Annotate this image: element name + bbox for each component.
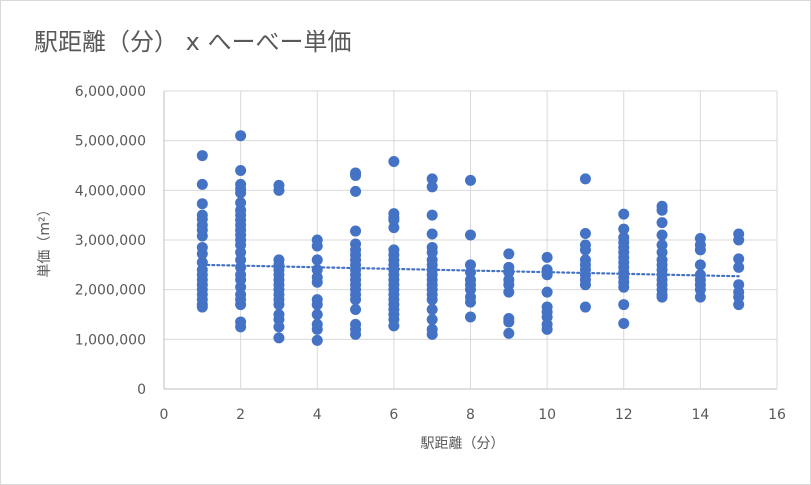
data-point <box>235 321 247 333</box>
data-point <box>311 276 323 288</box>
data-point <box>311 299 323 311</box>
data-point <box>235 164 247 176</box>
data-point <box>426 304 438 316</box>
data-point <box>541 251 553 263</box>
data-point <box>426 228 438 240</box>
data-point <box>541 323 553 335</box>
data-point <box>273 299 285 311</box>
data-point <box>350 185 362 197</box>
x-tick-label: 12 <box>615 407 633 423</box>
data-point <box>618 281 630 293</box>
data-point <box>426 294 438 306</box>
data-point <box>388 320 400 332</box>
data-point <box>579 279 591 291</box>
data-point <box>503 286 515 298</box>
data-point <box>694 244 706 256</box>
data-point <box>465 296 476 308</box>
data-point <box>273 321 285 333</box>
data-point <box>579 173 591 185</box>
data-point <box>426 313 438 325</box>
x-tick-label: 10 <box>538 407 556 423</box>
data-point <box>235 130 247 142</box>
data-point <box>311 254 323 266</box>
x-tick-label: 14 <box>691 407 709 423</box>
data-point <box>311 240 323 252</box>
data-point <box>503 248 515 260</box>
data-point <box>196 198 208 210</box>
data-point <box>656 204 668 216</box>
data-point <box>503 316 515 328</box>
trendline-line <box>201 263 740 278</box>
data-point <box>618 208 630 220</box>
data-points <box>196 130 745 346</box>
data-point <box>656 229 668 241</box>
data-point <box>694 259 706 271</box>
y-tick-label: 6,000,000 <box>75 84 146 100</box>
data-point <box>656 217 668 229</box>
data-point <box>733 299 745 311</box>
data-point <box>465 311 476 323</box>
data-point <box>618 299 630 311</box>
data-point <box>733 234 745 246</box>
data-point <box>350 328 362 340</box>
data-point <box>196 178 208 190</box>
chart-title: 駅距離（分） x へーべー単価 <box>34 28 352 56</box>
data-point <box>465 174 476 186</box>
data-point <box>273 332 285 344</box>
data-point <box>311 323 323 335</box>
data-point <box>733 261 745 273</box>
data-point <box>503 327 515 339</box>
data-point <box>196 248 208 260</box>
data-point <box>579 228 591 240</box>
data-point <box>426 328 438 340</box>
x-tick-label: 4 <box>313 407 322 423</box>
y-tick-label: 3,000,000 <box>75 233 146 249</box>
data-point <box>388 222 400 234</box>
x-tick-label: 16 <box>768 407 786 423</box>
data-point <box>465 229 476 241</box>
data-point <box>388 156 400 168</box>
data-point <box>196 230 208 242</box>
y-tick-label: 5,000,000 <box>75 134 146 150</box>
data-point <box>618 223 630 235</box>
data-point <box>311 334 323 346</box>
x-tick-label: 6 <box>389 407 398 423</box>
data-point <box>235 187 247 199</box>
data-point <box>618 317 630 329</box>
x-tick-label: 0 <box>160 407 169 423</box>
data-point <box>579 244 591 256</box>
data-point <box>579 301 591 313</box>
x-tick-label: 8 <box>466 407 475 423</box>
data-point <box>350 294 362 306</box>
data-point <box>426 209 438 221</box>
y-tick-label: 1,000,000 <box>75 332 146 348</box>
data-point <box>656 291 668 303</box>
y-axis-label: 単価（m²） <box>37 202 53 277</box>
y-tick-label: 2,000,000 <box>75 283 146 299</box>
data-point <box>350 225 362 237</box>
y-tick-label: 4,000,000 <box>75 183 146 199</box>
data-point <box>350 169 362 181</box>
x-axis-label: 駅距離（分） <box>421 435 505 452</box>
x-tick-label: 2 <box>236 407 245 423</box>
data-point <box>694 291 706 303</box>
data-point <box>733 253 745 265</box>
data-point <box>196 301 208 313</box>
data-point <box>541 269 553 281</box>
y-tick-label: 0 <box>137 382 146 398</box>
data-point <box>273 184 285 196</box>
data-point <box>311 309 323 320</box>
tick-labels: 0 1,000,000 2,000,000 3,000,000 4,000,000 5,0… <box>75 84 786 423</box>
trendline <box>201 263 740 278</box>
data-point <box>235 299 247 311</box>
data-point <box>196 150 208 162</box>
data-point <box>541 286 553 298</box>
data-point <box>426 173 438 185</box>
data-point <box>350 304 362 316</box>
data-point <box>426 181 438 193</box>
